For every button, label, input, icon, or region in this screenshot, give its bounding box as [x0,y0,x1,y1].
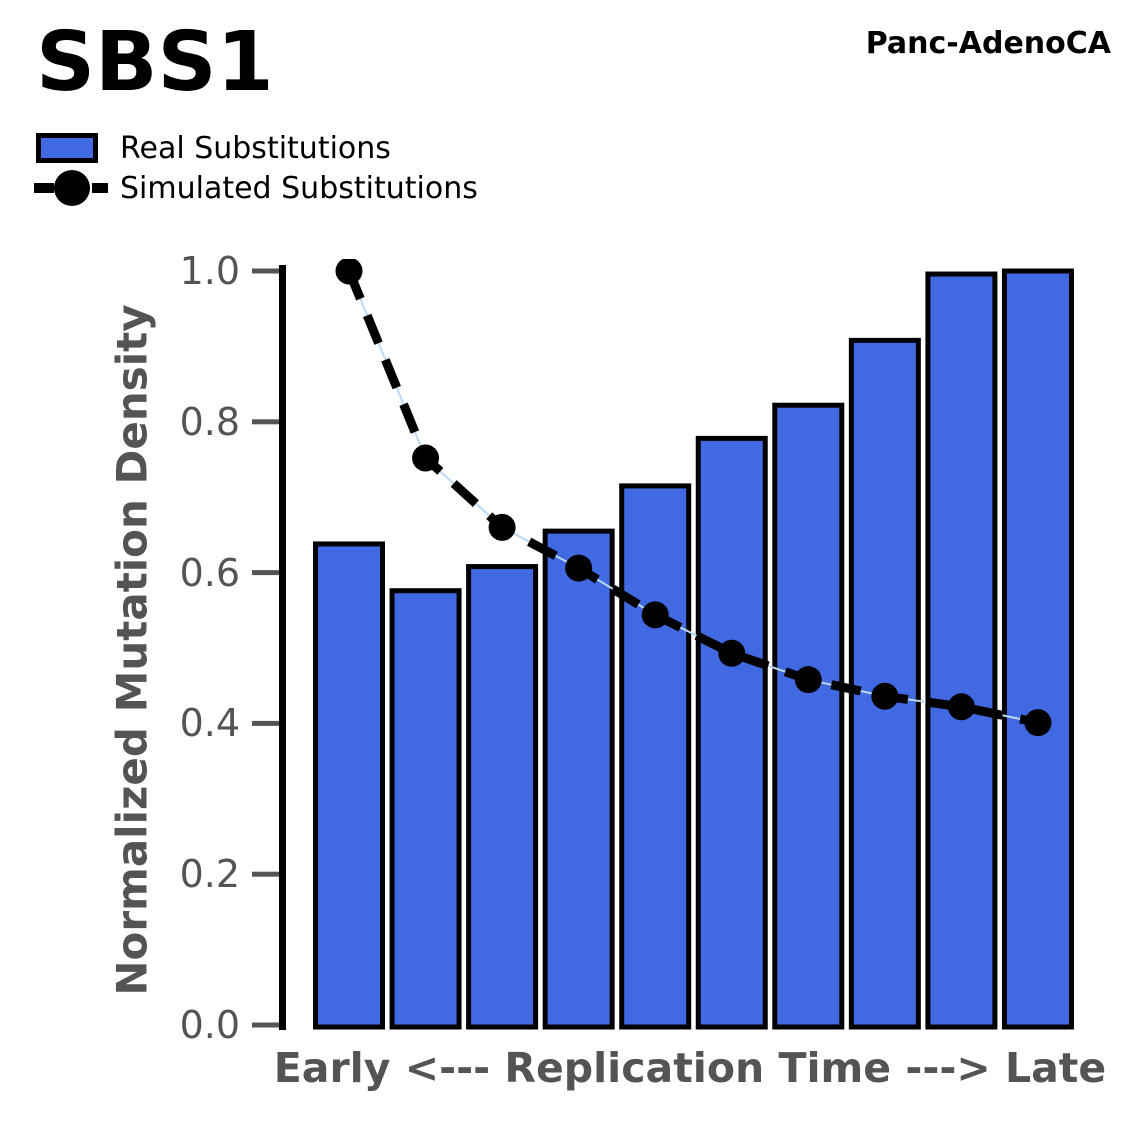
simulated-point [565,554,593,582]
bar [772,402,845,1030]
chart-title: SBS1 [36,15,274,110]
simulated-point [488,513,516,541]
y-tick [252,871,279,877]
dash-right-icon [92,183,108,193]
simulated-point [641,601,669,629]
simulated-substitutions-line-icon [34,169,108,207]
bar [466,564,539,1030]
y-tick [252,268,279,274]
bar [848,337,921,1030]
simulated-point [871,682,899,710]
legend-item-real: Real Substitutions [36,128,391,168]
bar [925,271,998,1030]
y-tick [252,720,279,726]
simulated-point [335,259,363,285]
y-tick [252,570,279,576]
bar [313,541,385,1030]
dot-icon [54,170,90,206]
y-tick [252,1022,279,1028]
bar [389,588,462,1030]
legend-item-simulated: Simulated Substitutions [34,168,478,208]
cancer-type-label: Panc-AdenoCA [865,26,1111,61]
y-tick-label: 0.4 [179,701,240,746]
x-axis-label: Early <--- Replication Time ---> Late [273,1044,1107,1092]
y-tick-label: 0.8 [179,399,240,444]
bar [695,435,768,1030]
simulated-point [412,444,440,472]
y-tick-label: 1.0 [179,249,240,293]
simulated-point [1024,709,1052,737]
real-substitutions-swatch-icon [36,133,98,163]
simulated-point [947,693,975,721]
legend-label-real: Real Substitutions [120,130,391,166]
simulated-point [794,666,822,694]
bar [1001,268,1074,1030]
dash-left-icon [34,183,54,193]
simulated-line [344,269,1039,728]
bar [619,483,692,1030]
legend-label-simulated: Simulated Substitutions [120,170,478,206]
y-tick-label: 0.2 [179,852,240,897]
y-tick-label: 0.0 [179,1003,240,1047]
bar [542,528,615,1030]
simulated-point [718,639,746,667]
y-axis-spine [279,265,286,1030]
y-tick-label: 0.6 [179,550,240,595]
y-tick [252,419,279,425]
